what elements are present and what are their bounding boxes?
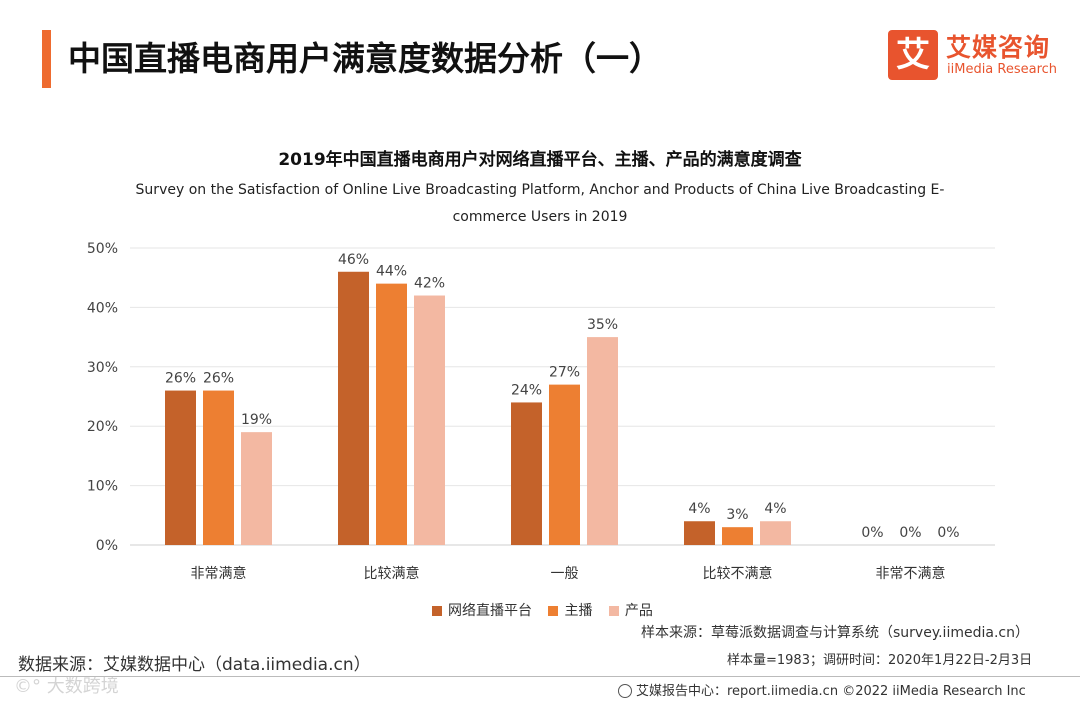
data-label: 4% [688, 501, 710, 517]
y-tick-label: 0% [96, 538, 118, 554]
bar [338, 271, 369, 545]
sample-source-note: 样本来源：草莓派数据调查与计算系统（survey.iimedia.cn） [641, 625, 1029, 641]
bar [722, 527, 753, 545]
bar [684, 521, 715, 545]
y-tick-label: 50% [87, 241, 118, 257]
legend-label-platform: 网络直播平台 [448, 603, 532, 619]
x-tick-label: 非常满意 [191, 565, 247, 582]
chart-subtitle-line-1: Survey on the Satisfaction of Online Liv… [135, 182, 945, 198]
chart-title: 2019年中国直播电商用户对网络直播平台、主播、产品的满意度调查 [278, 150, 802, 170]
data-label: 26% [165, 371, 196, 387]
legend-swatch-anchor [548, 606, 559, 616]
title-accent-bar [42, 30, 51, 88]
footer-text: 艾媒报告中心：report.iimedia.cn ©2022 iiMedia R… [636, 684, 1026, 699]
x-tick-label: 比较不满意 [703, 565, 773, 582]
bar [165, 390, 196, 545]
y-tick-label: 20% [87, 419, 118, 435]
footer-divider [0, 676, 1080, 677]
bar [203, 390, 234, 545]
bar [587, 337, 618, 545]
data-label: 0% [861, 525, 883, 541]
bar [549, 384, 580, 545]
legend-swatch-product [608, 606, 619, 616]
data-label: 3% [726, 507, 748, 523]
y-tick-label: 10% [87, 479, 118, 495]
globe-icon [618, 684, 632, 698]
x-tick-label: 比较满意 [364, 565, 420, 582]
data-label: 44% [376, 264, 407, 280]
y-tick-label: 30% [87, 360, 118, 376]
x-tick-label: 非常不满意 [876, 565, 946, 582]
chart-subtitle-line-2: commerce Users in 2019 [452, 209, 628, 225]
legend-label-anchor: 主播 [564, 603, 593, 619]
data-label: 42% [414, 276, 445, 292]
logo-name-en: iiMedia Research [947, 62, 1058, 77]
legend-swatch-platform [432, 606, 442, 616]
bar [376, 283, 407, 545]
bar [414, 295, 445, 545]
legend-label-product: 产品 [624, 603, 653, 619]
x-tick-label: 一般 [551, 566, 579, 582]
sample-size-note: 样本量=1983；调研时间：2020年1月22日-2月3日 [727, 653, 1033, 668]
watermark: ©° 大数跨境 [14, 676, 119, 697]
chart-legend: 网络直播平台 主播 产品 [432, 600, 665, 620]
data-label: 27% [549, 365, 580, 381]
data-source: 数据来源：艾媒数据中心（data.iimedia.cn） [18, 655, 371, 675]
logo-mark: 艾 [888, 30, 938, 80]
bar [760, 521, 791, 545]
data-label: 19% [241, 412, 272, 428]
legend-item-platform: 网络直播平台 [432, 600, 532, 620]
data-label: 26% [203, 371, 234, 387]
data-label: 4% [764, 501, 786, 517]
y-tick-label: 40% [87, 300, 118, 316]
footer: 艾媒报告中心：report.iimedia.cn ©2022 iiMedia R… [618, 680, 1026, 699]
data-label: 0% [937, 525, 959, 541]
bar [511, 402, 542, 545]
iimedia-logo: 艾 艾媒咨询 iiMedia Research [888, 28, 1068, 84]
data-label: 24% [511, 382, 542, 398]
logo-name-cn: 艾媒咨询 [946, 33, 1051, 62]
legend-item-product: 产品 [608, 600, 653, 620]
bar [241, 432, 272, 545]
page-title: 中国直播电商用户满意度数据分析（一） [68, 39, 662, 78]
data-label: 46% [338, 252, 369, 268]
data-label: 35% [587, 317, 618, 333]
data-label: 0% [899, 525, 921, 541]
chart-subtitle: Survey on the Satisfaction of Online Liv… [0, 177, 1080, 231]
legend-item-anchor: 主播 [548, 600, 592, 620]
